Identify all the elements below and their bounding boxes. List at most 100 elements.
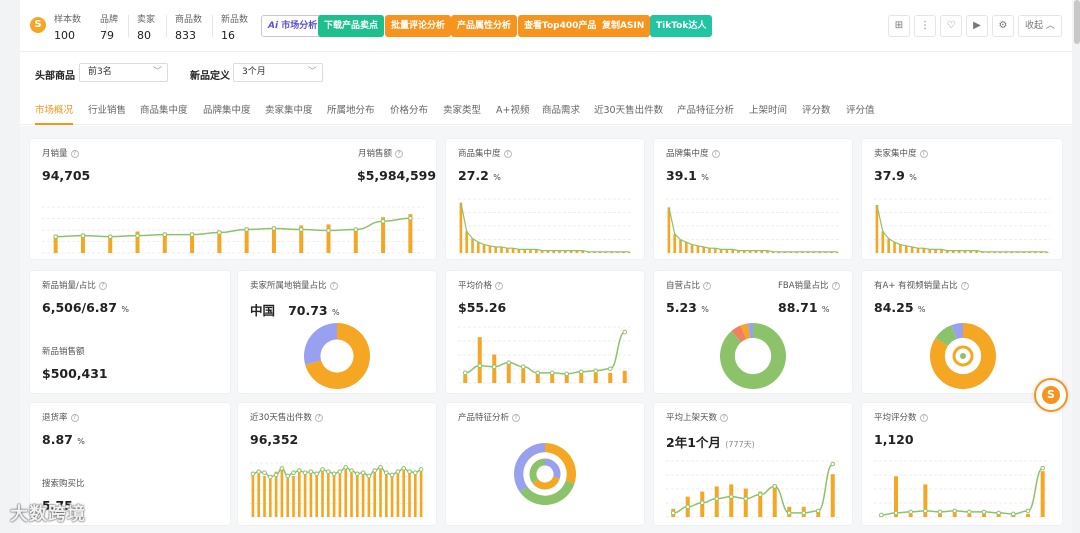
collapse-button[interactable]: 收起 ︿	[1018, 15, 1062, 37]
head-products-select[interactable]: 前3名 ﹀	[79, 63, 168, 82]
pie-slice	[514, 443, 545, 493]
help-icon: ?	[70, 413, 79, 422]
tab-market-overview[interactable]: 市场概况	[35, 102, 74, 125]
seller-origin-donut	[304, 323, 370, 389]
brand-concentration-card: 品牌集中度? 39.1 %	[654, 139, 852, 259]
batch-review-analysis-button[interactable]: 批量评论分析	[385, 15, 452, 37]
avg-rating-chart	[874, 460, 1050, 518]
watermark: 大数跨境	[10, 504, 86, 525]
bar	[505, 248, 509, 253]
point	[285, 473, 291, 479]
pie-slice	[951, 323, 963, 340]
tab-industry-sales[interactable]: 行业销售	[88, 105, 127, 116]
tab-rating-count[interactable]: 评分数	[802, 105, 831, 116]
tab-brand-concentration[interactable]: 品牌集中度	[203, 105, 251, 116]
point	[250, 471, 256, 477]
bar	[1026, 513, 1030, 517]
bar	[355, 475, 359, 517]
tab-seller-concentration[interactable]: 卖家集中度	[265, 105, 313, 116]
pie-slice	[519, 480, 575, 505]
bar	[286, 478, 290, 517]
sold30-card: 近30天售出件数? 96,352	[238, 403, 436, 525]
tab-seller-type[interactable]: 卖家类型	[443, 105, 482, 116]
tab-listing-time[interactable]: 上架时间	[749, 105, 788, 116]
stat-sample: 样本数 100	[54, 15, 82, 42]
help-icon: ?	[495, 281, 504, 290]
tab-product-concentration[interactable]: 商品集中度	[140, 105, 188, 116]
point	[937, 509, 943, 515]
grid-icon[interactable]: ⊞	[888, 15, 910, 37]
stat-products: 商品数 833	[175, 15, 203, 42]
tiktok-creator-button[interactable]: TikTok达人	[650, 15, 713, 37]
bar	[598, 251, 602, 253]
video-icon[interactable]: ▶	[966, 15, 988, 37]
bar	[743, 488, 748, 517]
tab-rating-value[interactable]: 评分值	[846, 105, 875, 116]
bar	[244, 227, 249, 253]
bar	[408, 471, 411, 517]
bar	[569, 250, 573, 253]
bar	[552, 250, 556, 253]
bar	[982, 513, 986, 517]
copy-asin-button[interactable]: 复制ASIN	[596, 15, 651, 37]
point	[366, 473, 372, 479]
tab-origin-distribution[interactable]: 所属地分布	[327, 105, 375, 116]
bar	[465, 231, 469, 253]
avg-listing-card: 平均上架天数? 2年1个月 (777天)	[654, 403, 852, 525]
settings-icon[interactable]: ⚙	[992, 15, 1014, 37]
bar	[835, 251, 839, 253]
bar	[987, 251, 990, 253]
tab-price-distribution[interactable]: 价格分布	[390, 105, 429, 116]
point	[923, 508, 928, 514]
stat-brand: 品牌 79	[100, 15, 119, 42]
heart-icon[interactable]: ♡	[940, 15, 962, 37]
bar	[928, 249, 932, 253]
pie-slice	[545, 458, 561, 479]
bar	[627, 251, 631, 253]
point	[337, 469, 343, 474]
floating-assistant-button[interactable]: S	[1034, 378, 1068, 412]
bar	[546, 250, 550, 253]
bar	[616, 251, 619, 253]
bar	[830, 474, 835, 517]
bar	[766, 250, 769, 253]
attribute-analysis-button[interactable]: 产品属性分析	[451, 15, 518, 37]
bar	[459, 202, 463, 253]
help-icon: ?	[503, 149, 512, 158]
bar	[257, 473, 261, 517]
monthly-sales-label: 月销量?	[42, 147, 79, 159]
bar	[299, 225, 304, 253]
bar	[476, 242, 480, 253]
bar	[402, 469, 406, 517]
point	[384, 470, 389, 476]
point	[996, 510, 1001, 516]
bar	[610, 251, 614, 253]
tab-feature-analysis[interactable]: 产品特征分析	[677, 105, 735, 116]
point	[1025, 508, 1031, 514]
new-definition-select[interactable]: 3个月 ﹀	[233, 63, 323, 82]
market-analysis-button[interactable]: Ai 市场分析	[261, 15, 325, 37]
point	[593, 368, 599, 374]
bar	[540, 250, 544, 253]
bar	[506, 362, 511, 383]
tab-30day-sold[interactable]: 近30天售出件数	[594, 105, 664, 116]
tab-aplus-video[interactable]: A+视频	[496, 105, 530, 116]
top400-button[interactable]: 查看Top400产品	[518, 15, 603, 37]
bar	[575, 250, 579, 253]
bar	[521, 368, 526, 383]
return-rate-value: 8.87 %	[42, 432, 85, 447]
new-definition-label: 新品定义	[190, 71, 230, 82]
series-line	[460, 202, 630, 253]
tab-product-demand[interactable]: 商品需求	[542, 105, 581, 116]
download-selling-points-button[interactable]: 下载产品卖点	[318, 15, 385, 37]
point	[908, 509, 913, 515]
bar	[517, 249, 521, 253]
help-icon: ?	[919, 149, 928, 158]
bar	[969, 250, 973, 253]
more-icon[interactable]: ⋮	[914, 15, 936, 37]
monthly-sales-card: 月销量? 94,705 月销售额? $5,984,599	[30, 139, 436, 259]
scrollbar[interactable]	[1074, 0, 1080, 44]
bar	[713, 248, 717, 253]
point	[622, 329, 628, 335]
monthly-sales-chart	[42, 206, 424, 254]
